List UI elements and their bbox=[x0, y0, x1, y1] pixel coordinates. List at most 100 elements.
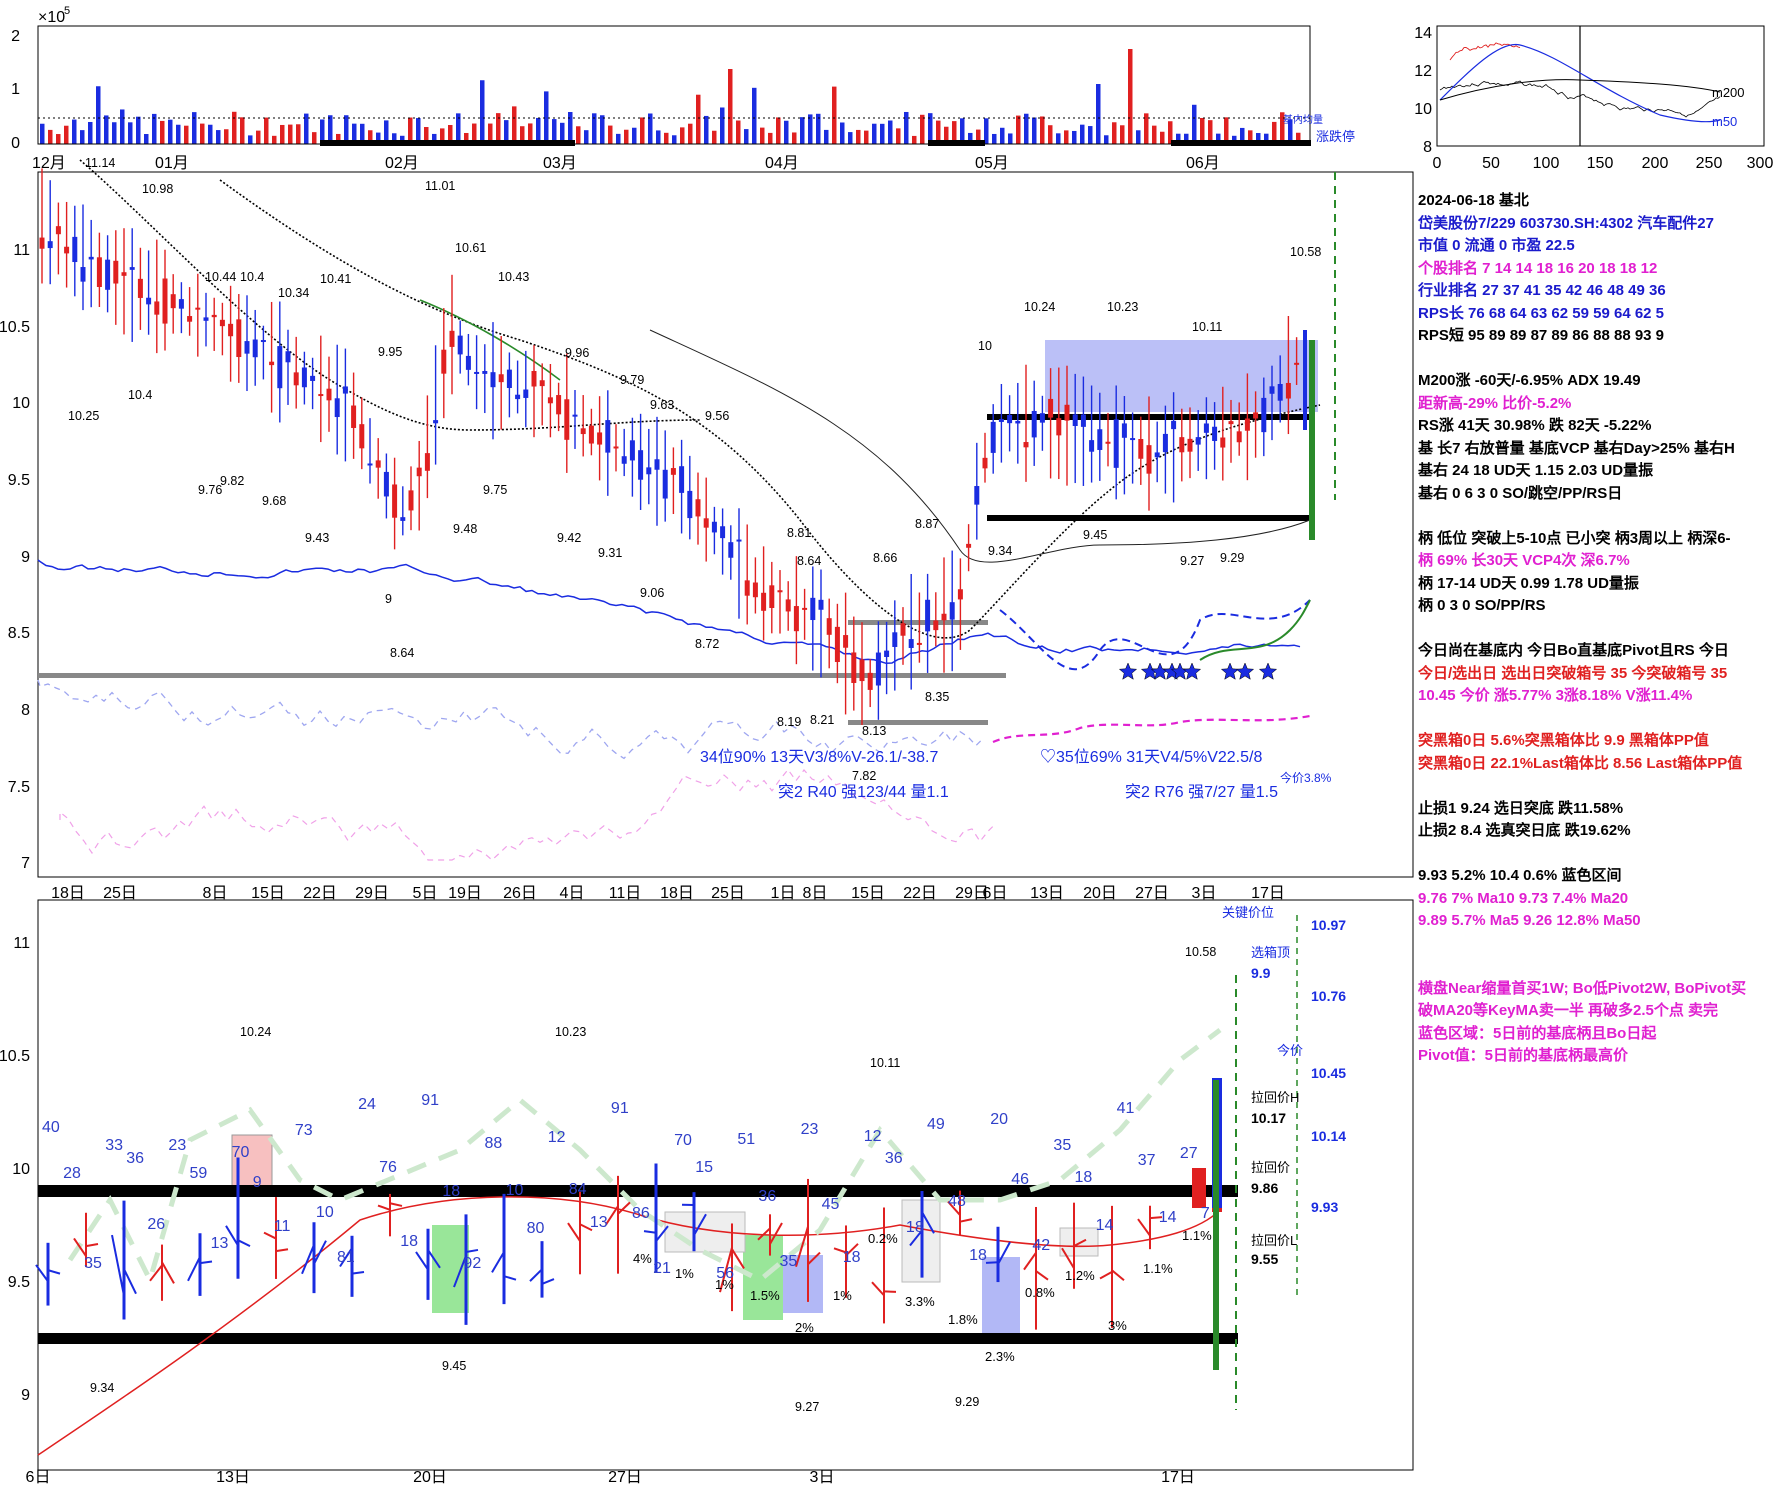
side-line: 基右 0 6 3 0 SO/跳空/PP/RS日 bbox=[1418, 484, 1623, 502]
candle-body bbox=[260, 340, 266, 343]
volume-bar bbox=[1000, 127, 1005, 144]
detail-bar-label: 24 bbox=[358, 1096, 376, 1113]
side-line: 今日尚在基底内 今日Bo直基底Pivot且RS 今日 bbox=[1418, 642, 1729, 659]
candle-body bbox=[1195, 437, 1201, 445]
price-label: 8.64 bbox=[390, 646, 414, 660]
volume-bar bbox=[912, 135, 917, 144]
volume-bar bbox=[408, 117, 413, 144]
key-price-value: 9.55 bbox=[1251, 1251, 1278, 1267]
detail-bar-close bbox=[693, 1213, 707, 1236]
detail-top-label: 9.45 bbox=[442, 1359, 466, 1373]
volume-bar bbox=[992, 133, 997, 144]
price-label: 10.41 bbox=[320, 272, 351, 286]
candle-body bbox=[64, 246, 70, 254]
candle-body bbox=[80, 267, 86, 282]
candle-body bbox=[1130, 438, 1136, 441]
candle-body bbox=[597, 432, 603, 445]
volume-bar bbox=[648, 113, 653, 144]
main-xtick: 17日 bbox=[1251, 885, 1285, 902]
candle-body bbox=[1253, 412, 1259, 419]
candle-body bbox=[113, 260, 119, 284]
candle-body bbox=[154, 301, 160, 315]
side-line: 2024-06-18 基北 bbox=[1418, 192, 1529, 209]
candle-body bbox=[351, 405, 357, 428]
side-line bbox=[1418, 348, 1778, 371]
main-xtick: 15日 bbox=[251, 885, 285, 902]
detail-bar-close bbox=[769, 1222, 783, 1245]
main-xtick: 29日 bbox=[955, 885, 989, 902]
detail-bar-label: 27 bbox=[1180, 1145, 1198, 1162]
candle-body bbox=[359, 424, 365, 449]
volume-bar bbox=[1032, 117, 1037, 144]
candle-body bbox=[998, 419, 1004, 422]
volume-bar bbox=[1288, 119, 1293, 144]
detail-bar-open bbox=[225, 1225, 239, 1247]
candle-body bbox=[1220, 437, 1226, 448]
candle-body bbox=[277, 346, 283, 389]
candle-body bbox=[867, 672, 873, 690]
volume-bar bbox=[552, 119, 557, 144]
candle-body bbox=[752, 582, 758, 598]
volume-bar bbox=[760, 127, 765, 144]
candle-body bbox=[670, 468, 676, 475]
inset-xtick: 300 bbox=[1747, 155, 1774, 172]
key-price-value: 9.93 bbox=[1311, 1199, 1338, 1215]
price-label: 9.75 bbox=[483, 483, 507, 497]
volume-bar bbox=[1096, 84, 1101, 144]
detail-bar-label: 33 bbox=[105, 1137, 123, 1154]
detail-bar-label: 18 bbox=[442, 1183, 460, 1200]
candle-body bbox=[187, 316, 193, 322]
volume-bar bbox=[560, 122, 565, 144]
detail-bar-close bbox=[883, 1290, 897, 1293]
volume-bar bbox=[712, 130, 717, 144]
candle-body bbox=[498, 374, 504, 383]
detail-bar-label: 13 bbox=[590, 1214, 608, 1231]
detail-chart: 11 10.5 10 9.5 9 6日 13日 20日 27日 3日 17日 bbox=[0, 899, 1414, 1486]
volume-bar bbox=[1168, 121, 1173, 144]
main-xtick: 18日 bbox=[660, 885, 694, 902]
detail-bar-open bbox=[415, 1251, 429, 1271]
volume-bar bbox=[680, 127, 685, 144]
price-label: 8.21 bbox=[810, 713, 834, 727]
detail-bar-label: 51 bbox=[737, 1131, 755, 1148]
stats-right-1: ♡35位69% 31天V4/5%V22.5/8 bbox=[1040, 748, 1262, 766]
vol-legend-limit: 涨跌停 bbox=[1316, 129, 1355, 144]
detail-bar-open bbox=[35, 1264, 49, 1282]
key-price-label: 今价 bbox=[1277, 1043, 1303, 1058]
volume-bar bbox=[384, 120, 389, 144]
detail-bar-label: 56 bbox=[716, 1265, 734, 1282]
detail-pct-label: 2% bbox=[795, 1320, 814, 1335]
volume-bar bbox=[1024, 113, 1029, 144]
detail-bar-close bbox=[237, 1239, 251, 1247]
detail-bar-label: 28 bbox=[63, 1165, 81, 1182]
volume-bar bbox=[152, 113, 157, 144]
volume-bar bbox=[512, 106, 517, 144]
price-label: 9.42 bbox=[557, 531, 581, 545]
volume-bar bbox=[576, 126, 581, 144]
price-label: 8.19 bbox=[777, 715, 801, 729]
volume-bar bbox=[856, 129, 861, 144]
detail-bar-label: 15 bbox=[695, 1159, 713, 1176]
candle-body bbox=[974, 486, 980, 505]
candle-body bbox=[506, 369, 512, 389]
detail-bar-close bbox=[959, 1218, 973, 1223]
side-line bbox=[1418, 775, 1778, 798]
candle-body bbox=[941, 613, 947, 621]
main-ytick: 11 bbox=[13, 242, 30, 259]
candle-body bbox=[1203, 423, 1209, 433]
volume-bar bbox=[872, 123, 877, 144]
candle-body bbox=[990, 421, 996, 453]
volume-bar bbox=[176, 124, 181, 144]
inset-ytick: 10 bbox=[1414, 101, 1432, 118]
candle-body bbox=[1031, 410, 1037, 438]
detail-green-box bbox=[432, 1225, 469, 1313]
candle-body bbox=[170, 294, 176, 309]
side-line: 柄 17-14 UD天 0.99 1.78 UD量振 bbox=[1418, 574, 1639, 592]
candle-body bbox=[441, 349, 447, 374]
candle-body bbox=[761, 592, 767, 611]
candle-body bbox=[908, 639, 914, 648]
detail-bar-label: 18 bbox=[843, 1249, 861, 1266]
detail-bar-open bbox=[605, 1205, 619, 1226]
detail-bar-label: 7 bbox=[1201, 1205, 1210, 1222]
